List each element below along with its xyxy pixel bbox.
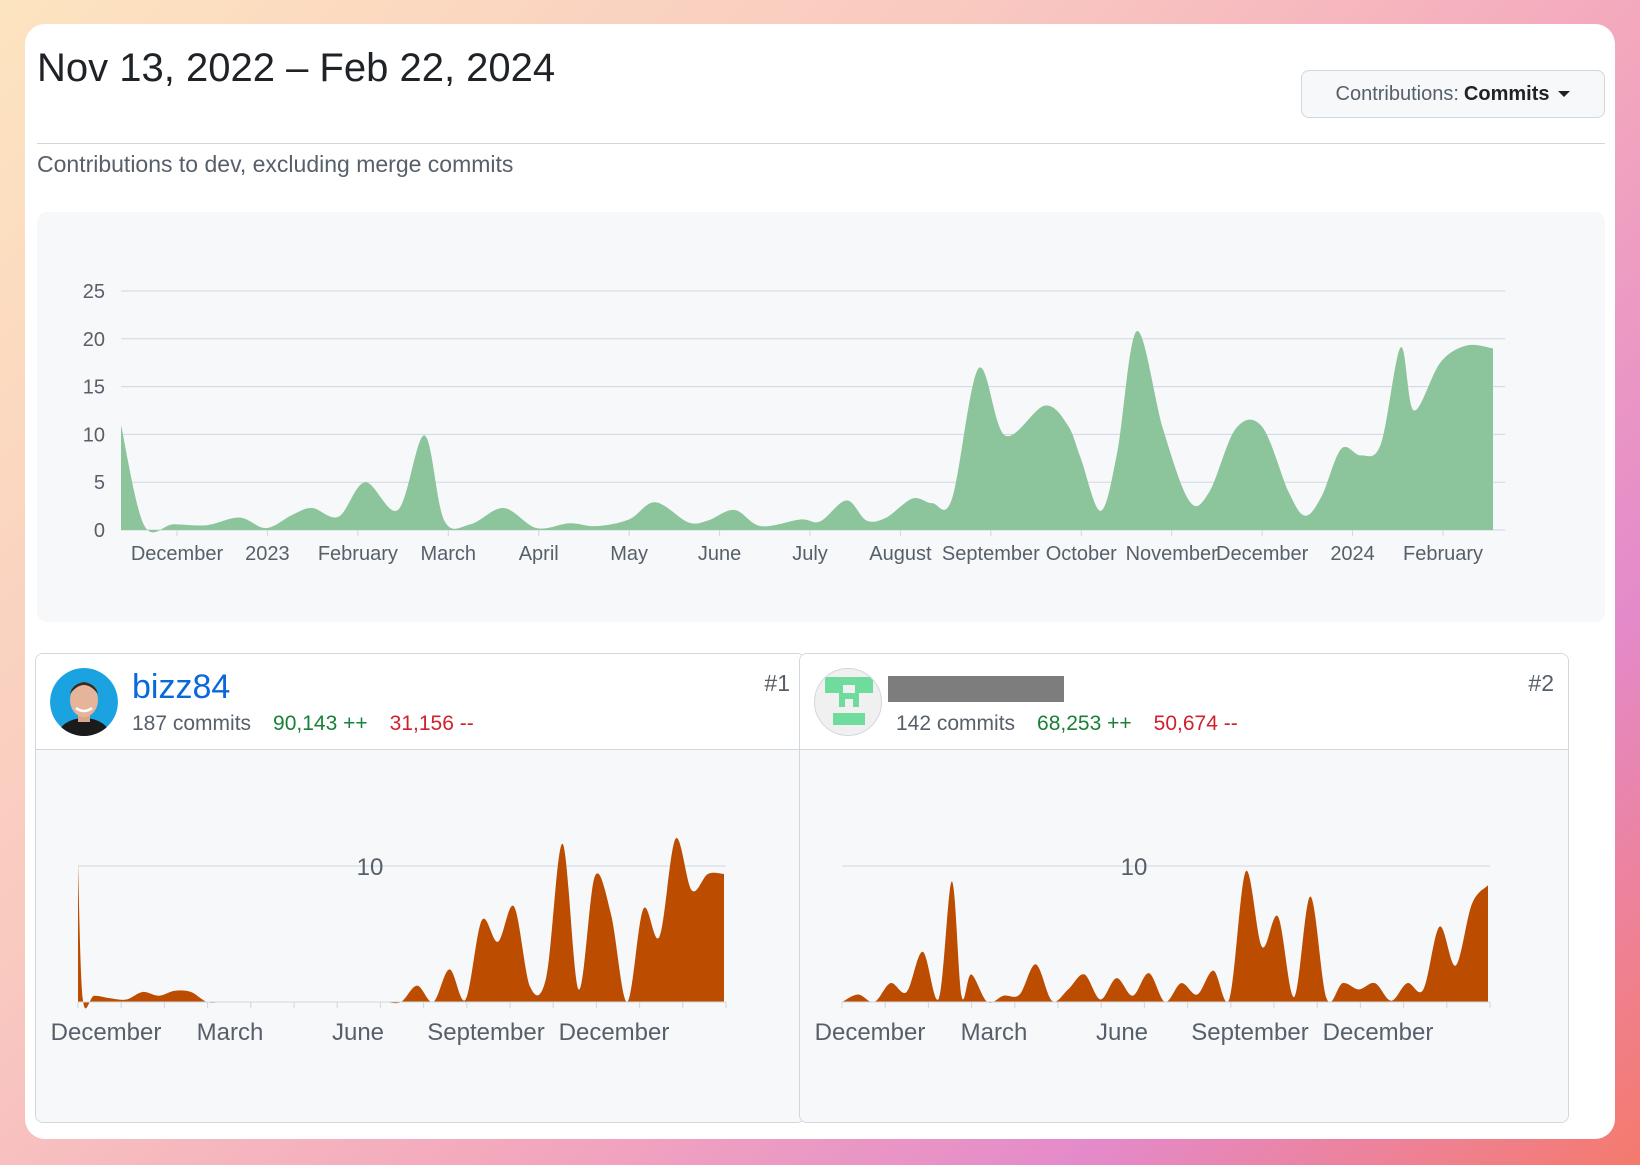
- x-tick-label: September: [942, 543, 1040, 565]
- commit-count[interactable]: 142 commits: [896, 712, 1016, 735]
- contributor-rank: #1: [764, 670, 790, 696]
- contributor-header: bizz84 187 commits 90,143 ++ 31,156 -- #…: [36, 654, 804, 750]
- contributor-chart: 10 December March June September December: [800, 750, 1568, 1122]
- y-tick-label: 10: [1121, 854, 1148, 881]
- avatar[interactable]: [50, 668, 118, 736]
- contributor-header: 142 commits 68,253 ++ 50,674 -- #2: [800, 654, 1568, 750]
- series-area: [842, 870, 1488, 1003]
- x-tick-label: 2023: [245, 543, 290, 565]
- x-tick-label: June: [332, 1019, 384, 1046]
- y-tick-label: 0: [94, 520, 105, 542]
- avatar[interactable]: [814, 668, 882, 736]
- series-area: [78, 838, 724, 1009]
- contributor-card: 142 commits 68,253 ++ 50,674 -- #2 10 Dec…: [799, 653, 1569, 1123]
- contributor-chart-svg: 10 December March June September December: [815, 854, 1491, 1046]
- series-area: [121, 330, 1493, 533]
- contributions-dropdown[interactable]: Contributions: Commits: [1301, 70, 1605, 118]
- contributor-card: bizz84 187 commits 90,143 ++ 31,156 -- #…: [35, 653, 805, 1123]
- contributions-label: Contributions:: [1335, 82, 1459, 105]
- y-tick-label: 15: [83, 377, 105, 399]
- additions-count: 90,143 ++: [273, 712, 368, 735]
- x-tick-label: November: [1126, 543, 1219, 565]
- x-tick-label: October: [1046, 543, 1117, 565]
- x-tick-label: 2024: [1330, 543, 1375, 565]
- x-tick-label: July: [792, 543, 828, 565]
- x-tick-label: December: [815, 1019, 926, 1046]
- y-tick-label: 25: [83, 281, 105, 303]
- redacted-username: [888, 676, 1064, 702]
- x-tick-label: December: [1216, 543, 1309, 565]
- y-tick-label: 20: [83, 329, 105, 351]
- x-tick-label: December: [559, 1019, 670, 1046]
- x-tick-label: May: [610, 543, 648, 565]
- deletions-count: 31,156 --: [389, 712, 474, 735]
- x-tick-label: September: [427, 1019, 544, 1046]
- date-range-title: Nov 13, 2022 – Feb 22, 2024: [37, 46, 556, 90]
- contributor-stats: 187 commits 90,143 ++ 31,156 --: [132, 712, 474, 736]
- main-commits-chart: 0 5 10 15 20 25 December 2023 February March April…: [37, 212, 1605, 622]
- x-tick-label: December: [131, 543, 224, 565]
- contributor-username[interactable]: bizz84: [132, 668, 231, 706]
- y-tick-label: 10: [83, 424, 105, 446]
- contributors-panel: Nov 13, 2022 – Feb 22, 2024 Contribution…: [25, 24, 1615, 1139]
- contributions-value: Commits: [1463, 82, 1550, 105]
- main-chart-svg: 0 5 10 15 20 25 December 2023 February March April…: [83, 281, 1505, 565]
- x-tick-label: March: [197, 1019, 264, 1046]
- contributor-chart: 10 December March June September December: [36, 750, 804, 1122]
- x-tick-label: March: [420, 543, 476, 565]
- x-tick-label: June: [1096, 1019, 1148, 1046]
- contributor-stats: 142 commits 68,253 ++ 50,674 --: [896, 712, 1238, 736]
- caret-down-icon: [1558, 91, 1571, 97]
- y-tick-label: 10: [357, 854, 384, 881]
- chart-subtitle: Contributions to dev, excluding merge co…: [37, 151, 514, 177]
- deletions-count: 50,674 --: [1153, 712, 1238, 735]
- x-tick-label: February: [318, 543, 398, 565]
- x-tick-label: December: [51, 1019, 162, 1046]
- x-tick-label: August: [869, 543, 932, 565]
- x-tick-label: April: [519, 543, 559, 565]
- commit-count[interactable]: 187 commits: [132, 712, 252, 735]
- x-tick-label: June: [698, 543, 741, 565]
- x-tick-label: March: [961, 1019, 1028, 1046]
- x-tick-label: September: [1191, 1019, 1308, 1046]
- y-tick-label: 5: [94, 472, 105, 494]
- additions-count: 68,253 ++: [1037, 712, 1132, 735]
- x-tick-label: February: [1403, 543, 1483, 565]
- header: Nov 13, 2022 – Feb 22, 2024 Contribution…: [37, 46, 1605, 144]
- x-tick-label: December: [1323, 1019, 1434, 1046]
- contributor-rank: #2: [1528, 670, 1554, 696]
- contributor-chart-svg: 10 December March June September December: [51, 838, 727, 1046]
